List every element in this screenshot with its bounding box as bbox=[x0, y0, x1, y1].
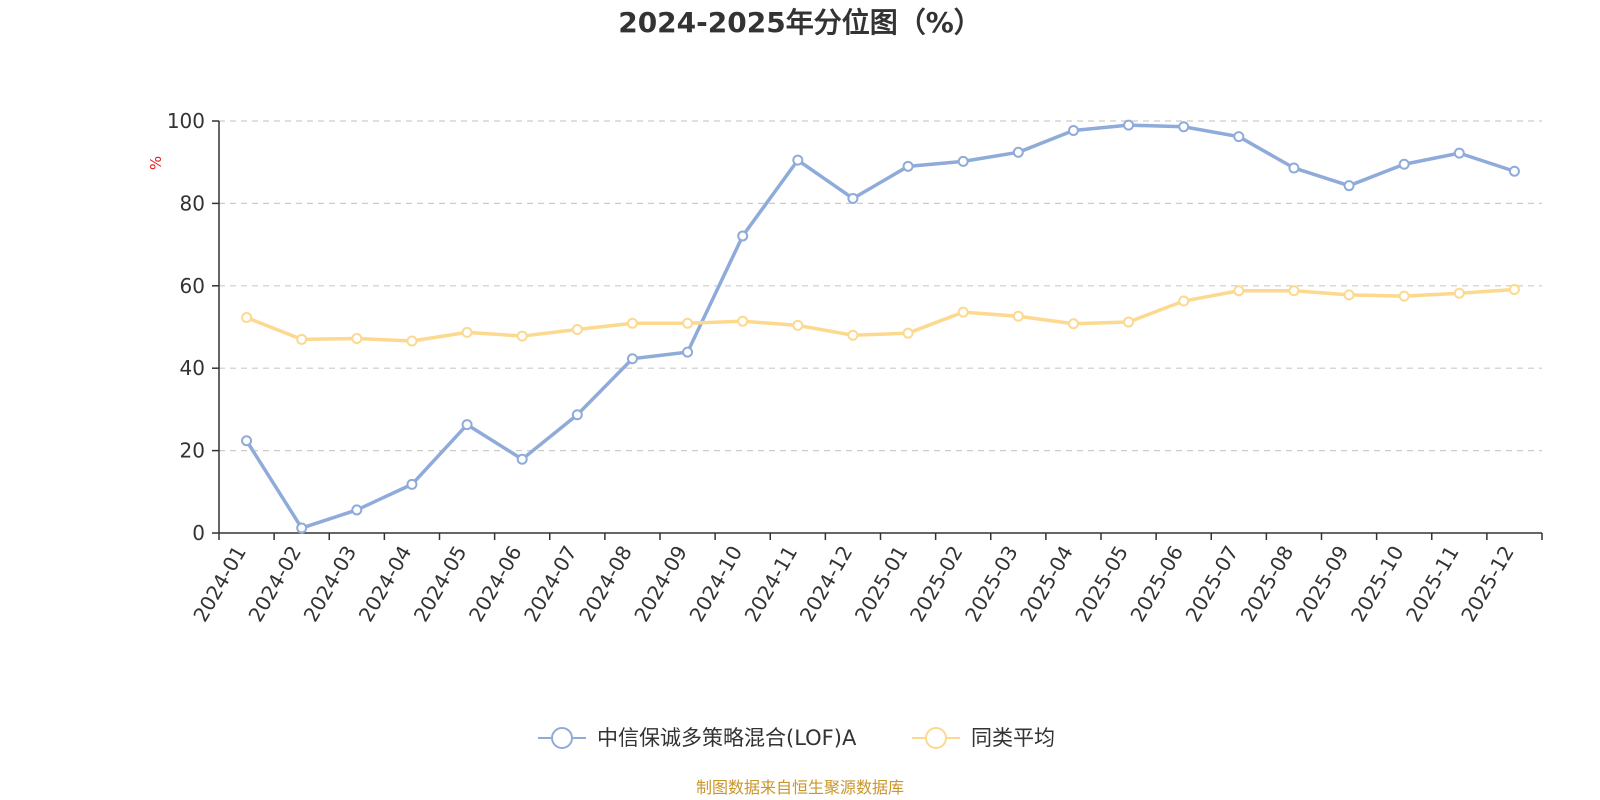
series-line bbox=[245, 287, 1515, 343]
legend-item-peer-average[interactable]: 同类平均 bbox=[912, 726, 1055, 750]
legend[interactable]: 中信保诚多策略混合(LOF)A 同类平均 bbox=[538, 726, 1055, 750]
y-tick-label: 20 bbox=[180, 439, 205, 463]
y-axis-ticks: 0 20 40 60 80 100 bbox=[167, 109, 219, 545]
data-point[interactable] bbox=[737, 315, 749, 327]
data-point[interactable] bbox=[792, 319, 804, 331]
data-point[interactable] bbox=[1288, 162, 1300, 174]
data-source-note: 制图数据来自恒生聚源数据库 bbox=[696, 778, 904, 797]
legend-fund-circle-icon bbox=[551, 727, 573, 749]
x-tick-label: 2024-05 bbox=[409, 542, 472, 626]
x-tick-label: 2024-04 bbox=[354, 542, 417, 626]
data-point[interactable] bbox=[682, 317, 694, 329]
data-point[interactable] bbox=[1508, 284, 1520, 296]
data-point[interactable] bbox=[516, 453, 528, 465]
x-tick-label: 2025-09 bbox=[1291, 542, 1354, 626]
data-point[interactable] bbox=[1123, 316, 1135, 328]
x-tick-label: 2024-01 bbox=[188, 542, 251, 626]
x-tick-label: 2024-11 bbox=[740, 542, 803, 626]
x-tick-label: 2025-06 bbox=[1125, 542, 1188, 626]
data-point[interactable] bbox=[1123, 119, 1135, 131]
data-point[interactable] bbox=[847, 192, 859, 204]
x-tick-label: 2024-08 bbox=[574, 542, 637, 626]
x-tick-label: 2024-02 bbox=[243, 542, 306, 626]
x-tick-label: 2024-10 bbox=[684, 542, 747, 626]
data-point[interactable] bbox=[571, 323, 583, 335]
y-tick-label: 0 bbox=[192, 521, 205, 545]
data-point[interactable] bbox=[516, 330, 528, 342]
data-point[interactable] bbox=[1398, 290, 1410, 302]
data-point[interactable] bbox=[1067, 318, 1079, 330]
data-point[interactable] bbox=[682, 346, 694, 358]
x-tick-label: 2024-07 bbox=[519, 542, 582, 626]
data-point[interactable] bbox=[296, 333, 308, 345]
y-tick-label: 100 bbox=[167, 109, 205, 133]
series-line bbox=[245, 123, 1515, 530]
data-point[interactable] bbox=[1343, 289, 1355, 301]
data-point[interactable] bbox=[1012, 310, 1024, 322]
data-point[interactable] bbox=[461, 419, 473, 431]
series-peer-average bbox=[241, 284, 1520, 347]
legend-fund-label: 中信保诚多策略混合(LOF)A bbox=[597, 726, 857, 750]
x-tick-label: 2024-03 bbox=[299, 542, 362, 626]
y-tick-label: 80 bbox=[180, 191, 205, 215]
data-point[interactable] bbox=[1233, 285, 1245, 297]
x-tick-label: 2024-06 bbox=[464, 542, 527, 626]
data-point[interactable] bbox=[241, 435, 253, 447]
data-point[interactable] bbox=[1288, 285, 1300, 297]
data-point[interactable] bbox=[626, 317, 638, 329]
data-point[interactable] bbox=[957, 306, 969, 318]
data-point[interactable] bbox=[1453, 147, 1465, 159]
data-point[interactable] bbox=[241, 312, 253, 324]
data-point[interactable] bbox=[571, 409, 583, 421]
data-point[interactable] bbox=[1343, 180, 1355, 192]
data-point[interactable] bbox=[1178, 295, 1190, 307]
data-point[interactable] bbox=[847, 329, 859, 341]
x-tick-label: 2025-08 bbox=[1236, 542, 1299, 626]
y-axis-unit-label: % bbox=[147, 156, 165, 170]
data-point[interactable] bbox=[1453, 287, 1465, 299]
x-tick-label: 2024-12 bbox=[795, 542, 858, 626]
data-point[interactable] bbox=[351, 333, 363, 345]
x-tick-label: 2025-01 bbox=[850, 542, 913, 626]
legend-item-fund[interactable]: 中信保诚多策略混合(LOF)A bbox=[538, 726, 857, 750]
data-point[interactable] bbox=[1178, 121, 1190, 133]
data-point[interactable] bbox=[957, 155, 969, 167]
data-point[interactable] bbox=[1398, 158, 1410, 170]
x-tick-label: 2024-09 bbox=[629, 542, 692, 626]
data-point[interactable] bbox=[296, 522, 308, 534]
series-fund bbox=[241, 119, 1520, 534]
grid-lines bbox=[219, 120, 1542, 452]
series-layer bbox=[241, 119, 1520, 534]
y-tick-label: 40 bbox=[180, 356, 205, 380]
x-axis-ticks: 2024-012024-022024-032024-042024-052024-… bbox=[188, 533, 1543, 626]
data-point[interactable] bbox=[1067, 124, 1079, 136]
x-tick-label: 2025-10 bbox=[1346, 542, 1409, 626]
chart-title: 2024-2025年分位图（%） bbox=[618, 6, 982, 39]
x-tick-label: 2025-02 bbox=[905, 542, 968, 626]
legend-peer-circle-icon bbox=[925, 727, 947, 749]
x-tick-label: 2025-11 bbox=[1401, 542, 1464, 626]
x-tick-label: 2025-04 bbox=[1015, 542, 1078, 626]
data-point[interactable] bbox=[737, 230, 749, 242]
data-point[interactable] bbox=[1012, 146, 1024, 158]
data-point[interactable] bbox=[792, 154, 804, 166]
x-tick-label: 2025-05 bbox=[1070, 542, 1133, 626]
x-tick-label: 2025-12 bbox=[1456, 542, 1519, 626]
data-point[interactable] bbox=[406, 335, 418, 347]
data-point[interactable] bbox=[902, 160, 914, 172]
data-point[interactable] bbox=[902, 327, 914, 339]
data-point[interactable] bbox=[351, 504, 363, 516]
data-point[interactable] bbox=[406, 478, 418, 490]
data-point[interactable] bbox=[626, 353, 638, 365]
y-tick-label: 60 bbox=[180, 274, 205, 298]
x-tick-label: 2025-07 bbox=[1181, 542, 1244, 626]
data-point[interactable] bbox=[1233, 131, 1245, 143]
data-point[interactable] bbox=[1508, 165, 1520, 177]
x-tick-label: 2025-03 bbox=[960, 542, 1023, 626]
data-point[interactable] bbox=[461, 326, 473, 338]
legend-peer-label: 同类平均 bbox=[971, 726, 1055, 750]
